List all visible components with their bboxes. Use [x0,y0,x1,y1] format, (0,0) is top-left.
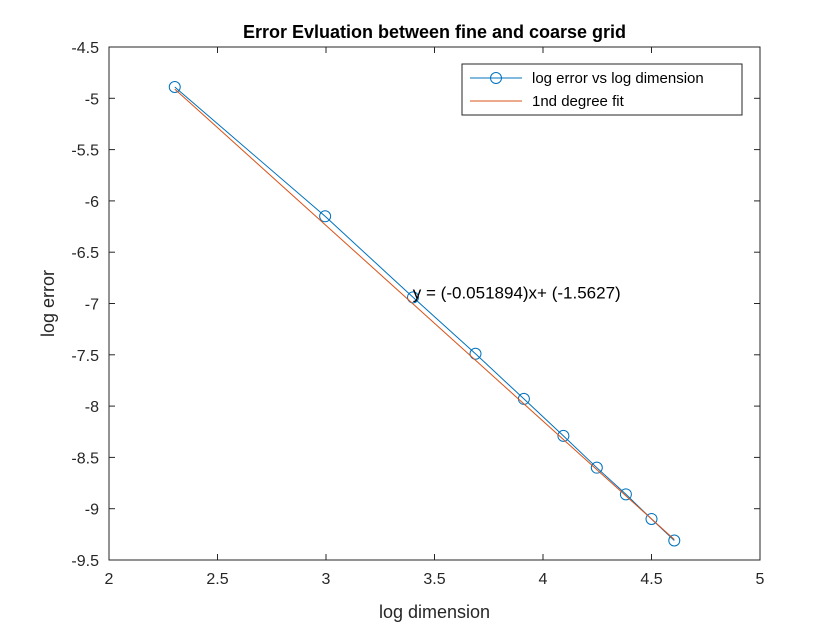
legend[interactable]: log error vs log dimension 1nd degree fit [461,63,743,116]
y-tick-label: -8 [85,399,99,416]
data-point-marker [407,291,420,304]
legend-box [461,63,743,116]
y-tick-label: -9.5 [71,553,99,570]
x-tick-label: 2 [105,571,114,588]
data-point-marker [668,534,681,547]
data-point-marker [557,429,570,442]
x-tick-label: 2.5 [206,571,228,588]
x-tick-label: 4.5 [640,571,662,588]
x-tick-label: 4 [539,571,548,588]
y-tick-label: -8.5 [71,450,99,467]
x-tick-label: 3.5 [423,571,445,588]
legend-entry-label: log error vs log dimension [532,70,704,87]
y-tick-label: -6.5 [71,245,99,262]
x-tick-label: 5 [756,571,765,588]
data-point-marker [469,347,482,360]
legend-swatch-marker-0 [490,72,502,84]
x-axis-label: log dimension [379,602,490,622]
x-tick-label: 3 [322,571,331,588]
y-tick-label: -7 [85,297,99,314]
data-point-marker [168,81,181,94]
plot-area-box [108,46,761,561]
y-axis-label: log error [38,270,58,337]
data-point-marker [319,210,332,223]
series-line-0 [174,86,675,541]
y-tick-label: -5 [85,91,99,108]
chart-title: Error Evluation between fine and coarse … [243,22,626,42]
y-tick-label: -6 [85,194,99,211]
axes: 2 2.5 3 3.5 4 4.5 5 -4.5 -5 -5.5 -6 -6.5 -7 -7.5 -8 -8.… [71,40,764,588]
data-point-marker [590,461,603,474]
y-tick-label: -4.5 [71,40,99,57]
data-point-marker [619,488,632,501]
legend-entry-label: 1nd degree fit [532,93,625,110]
data-point-marker [645,512,658,525]
series-line-1 [174,88,675,540]
y-tick-label: -5.5 [71,143,99,160]
fit-equation-annotation: y = (-0.051894)x+ (-1.5627) [413,283,621,302]
annotations: y = (-0.051894)x+ (-1.5627) [413,283,621,302]
y-tick-label: -7.5 [71,348,99,365]
y-tick-label: -9 [85,502,99,519]
plot-lines [168,81,681,547]
